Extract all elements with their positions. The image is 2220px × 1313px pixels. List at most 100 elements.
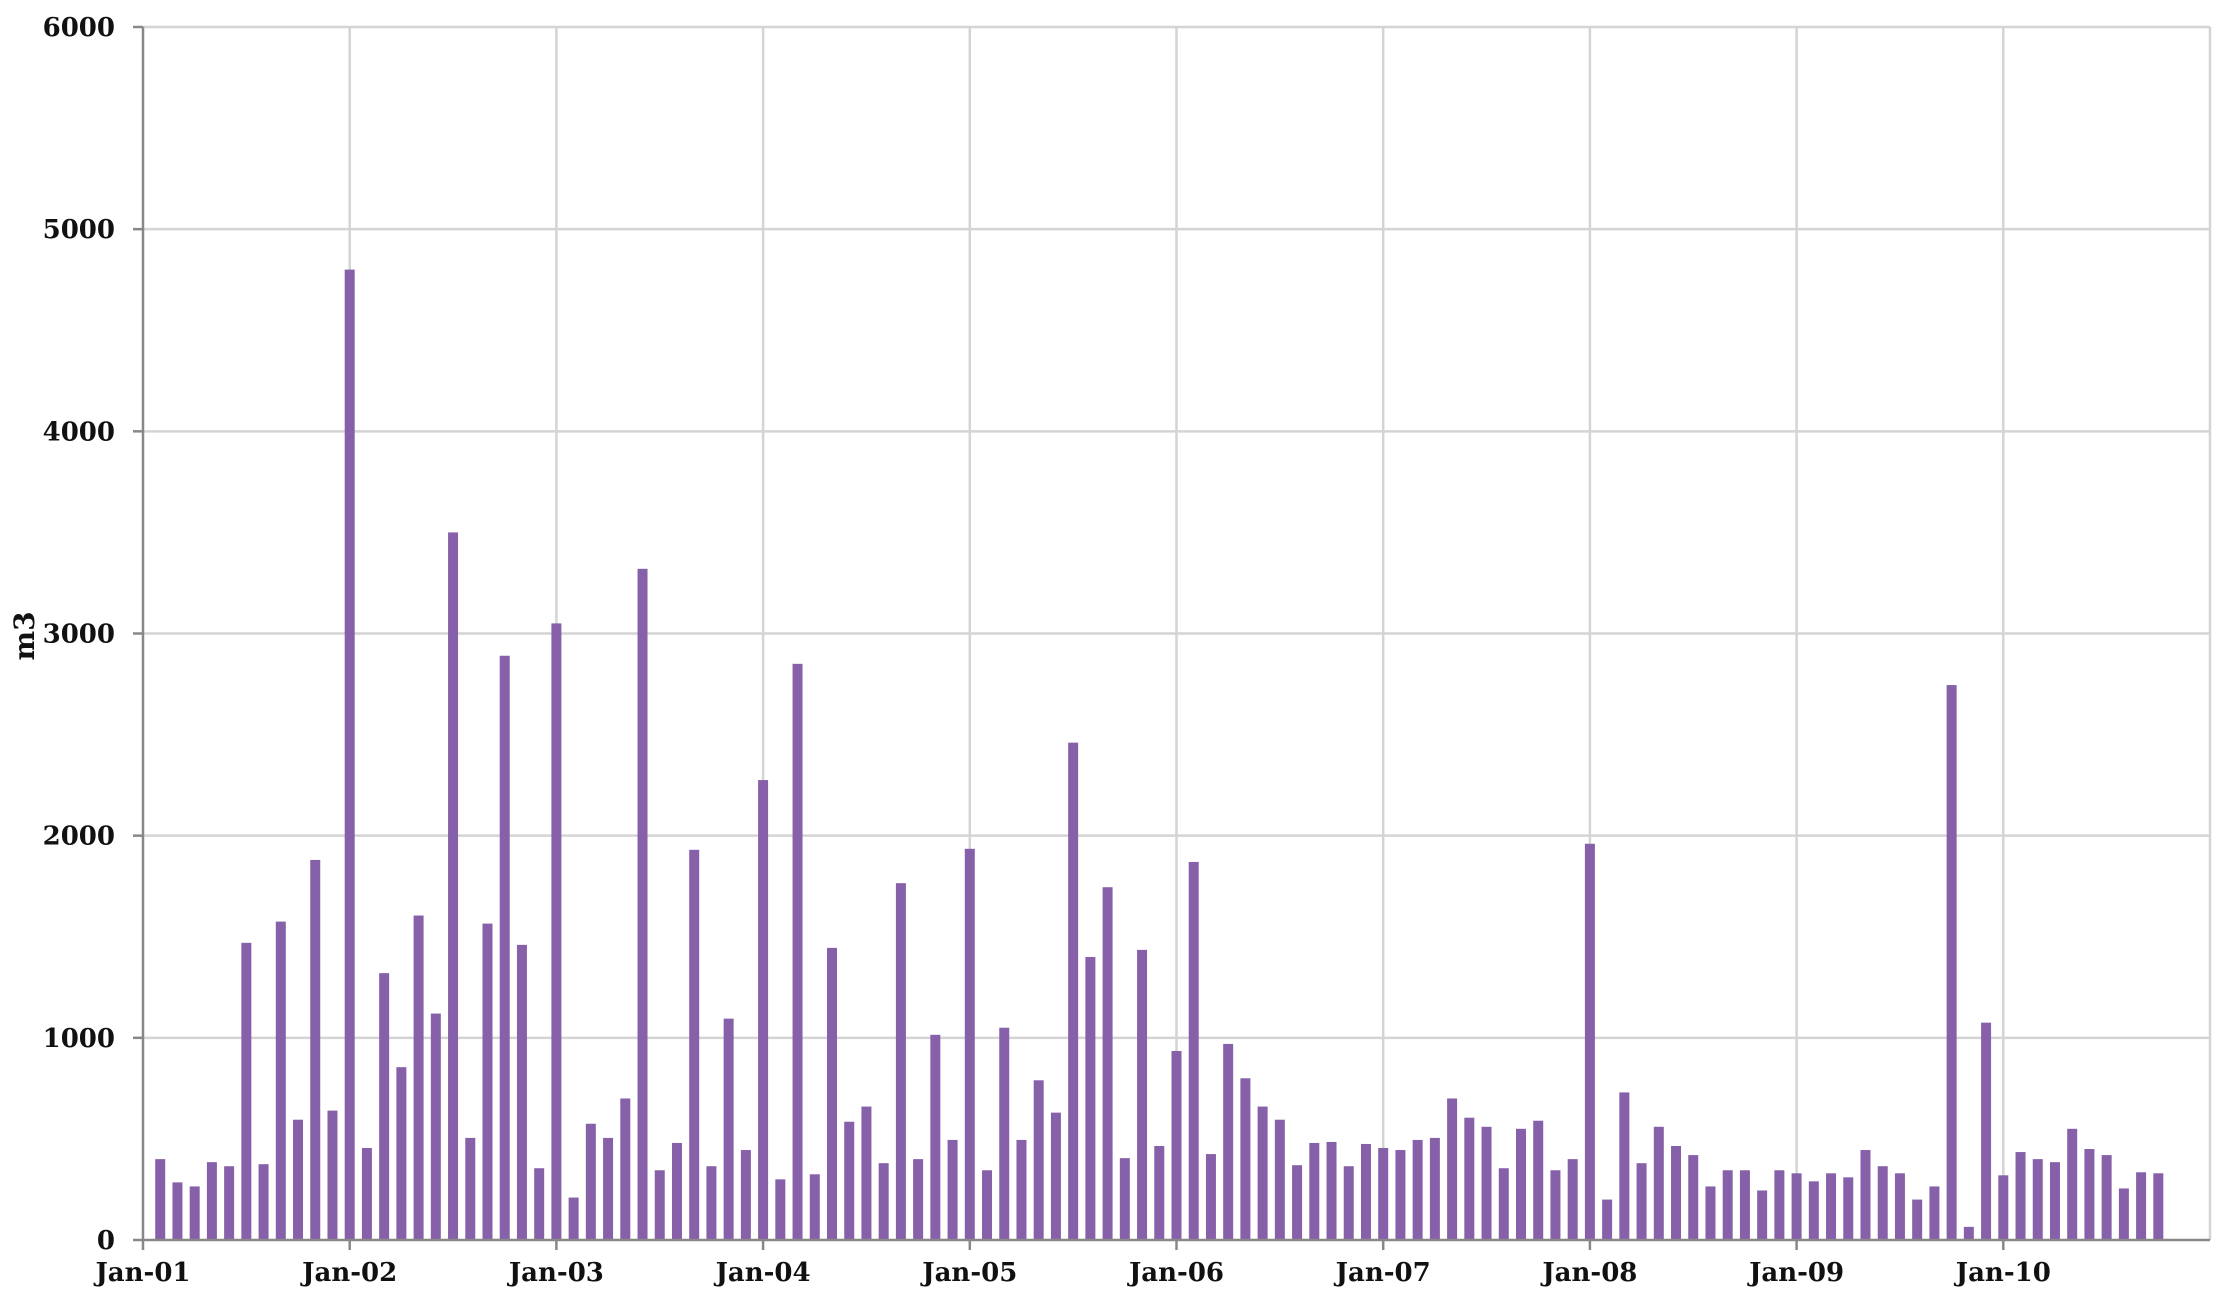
- bar: [499, 655, 510, 1240]
- bar: [1722, 1170, 1733, 1240]
- y-tick-labels: 0 1000 2000 3000 4000 5000 6000: [43, 13, 115, 1256]
- bar: [1516, 1128, 1526, 1240]
- bar: [224, 1166, 235, 1240]
- bar: [689, 849, 700, 1240]
- bars-series: [155, 269, 2164, 1241]
- bar: [361, 1148, 372, 1240]
- bar: [1240, 1078, 1251, 1240]
- bar: [1205, 1154, 1216, 1240]
- bar: [603, 1137, 614, 1240]
- bar: [723, 1018, 734, 1240]
- bar: [671, 1142, 682, 1240]
- bar: [1946, 685, 1957, 1240]
- bar: [1223, 1043, 1234, 1240]
- bar: [344, 269, 355, 1241]
- bar: [1774, 1170, 1785, 1240]
- bar: [1567, 1159, 1578, 1240]
- bar: [1447, 1098, 1458, 1240]
- bar: [809, 1174, 820, 1240]
- bar: [861, 1106, 872, 1240]
- y-tick-label: 5000: [43, 215, 115, 245]
- bar: [1877, 1166, 1888, 1240]
- bar: [1292, 1165, 1303, 1240]
- bar: [1464, 1117, 1475, 1240]
- bar: [1963, 1226, 1974, 1240]
- bar: [1154, 1145, 1165, 1240]
- bar: [293, 1119, 304, 1240]
- bar: [1843, 1177, 1854, 1240]
- x-tick-label: Jan-09: [1747, 1258, 1844, 1288]
- bar: [1119, 1158, 1130, 1240]
- bar: [1653, 1126, 1664, 1240]
- bar: [844, 1121, 855, 1240]
- y-axis-title: m3: [8, 611, 41, 660]
- bar: [2136, 1172, 2147, 1240]
- bar: [310, 859, 321, 1240]
- bar: [189, 1186, 200, 1240]
- x-tick-label: Jan-02: [300, 1258, 397, 1288]
- bar: [1188, 861, 1199, 1240]
- bar: [1068, 742, 1079, 1240]
- bar: [379, 973, 390, 1240]
- bar: [1498, 1168, 1509, 1240]
- bar: [1533, 1120, 1544, 1240]
- bar: [482, 923, 493, 1240]
- bar: [430, 1013, 441, 1240]
- bar: [1102, 887, 1113, 1240]
- bar: [1688, 1155, 1699, 1240]
- bar: [1085, 956, 1096, 1240]
- bar: [1481, 1126, 1492, 1240]
- bar: [1274, 1119, 1285, 1240]
- bar: [2153, 1173, 2164, 1240]
- bar: [1171, 1050, 1182, 1240]
- bar: [1860, 1150, 1871, 1240]
- axes: [133, 25, 2210, 1250]
- bar: [1584, 843, 1595, 1240]
- x-tick-label: Jan-08: [1540, 1258, 1637, 1288]
- x-tick-label: Jan-01: [93, 1258, 190, 1288]
- bar: [516, 944, 527, 1240]
- bar: [258, 1164, 269, 1240]
- bar: [758, 780, 769, 1240]
- bar: [913, 1159, 924, 1240]
- bar: [947, 1139, 958, 1240]
- bar: [1757, 1190, 1768, 1240]
- bar: [1791, 1173, 1802, 1240]
- bar: [895, 883, 906, 1240]
- y-tick-label: 3000: [43, 620, 115, 650]
- bar: [930, 1034, 941, 1240]
- bar: [2084, 1149, 2095, 1240]
- bar: [534, 1168, 545, 1240]
- bar: [1619, 1092, 1630, 1240]
- bar: [2067, 1128, 2078, 1240]
- bar: [2101, 1155, 2112, 1240]
- bar: [327, 1110, 338, 1240]
- bar: [1636, 1163, 1647, 1240]
- x-tick-label: Jan-10: [1954, 1258, 2051, 1288]
- bar: [275, 921, 286, 1240]
- y-tick-label: 2000: [43, 822, 115, 852]
- bar: [637, 568, 648, 1240]
- bar: [2015, 1152, 2026, 1240]
- bar: [1929, 1186, 1940, 1240]
- bar: [1998, 1175, 2009, 1240]
- y-tick-label: 4000: [43, 417, 115, 447]
- bar: [775, 1179, 786, 1240]
- bar: [1343, 1166, 1354, 1240]
- bar: [1826, 1173, 1837, 1240]
- bar: [654, 1170, 665, 1240]
- bar: [1016, 1139, 1027, 1240]
- bar: [1705, 1186, 1716, 1240]
- bar: [413, 915, 424, 1240]
- x-tick-label: Jan-04: [714, 1258, 811, 1288]
- y-tick-label: 1000: [43, 1024, 115, 1054]
- bar: [585, 1123, 596, 1240]
- bar: [1429, 1137, 1440, 1240]
- bar: [740, 1150, 751, 1240]
- x-tick-labels: Jan-01 Jan-02 Jan-03 Jan-04 Jan-05 Jan-06 Jan-…: [93, 1258, 2050, 1288]
- bar: [2118, 1188, 2129, 1240]
- bar: [396, 1067, 407, 1240]
- x-tick-label: Jan-06: [1127, 1258, 1224, 1288]
